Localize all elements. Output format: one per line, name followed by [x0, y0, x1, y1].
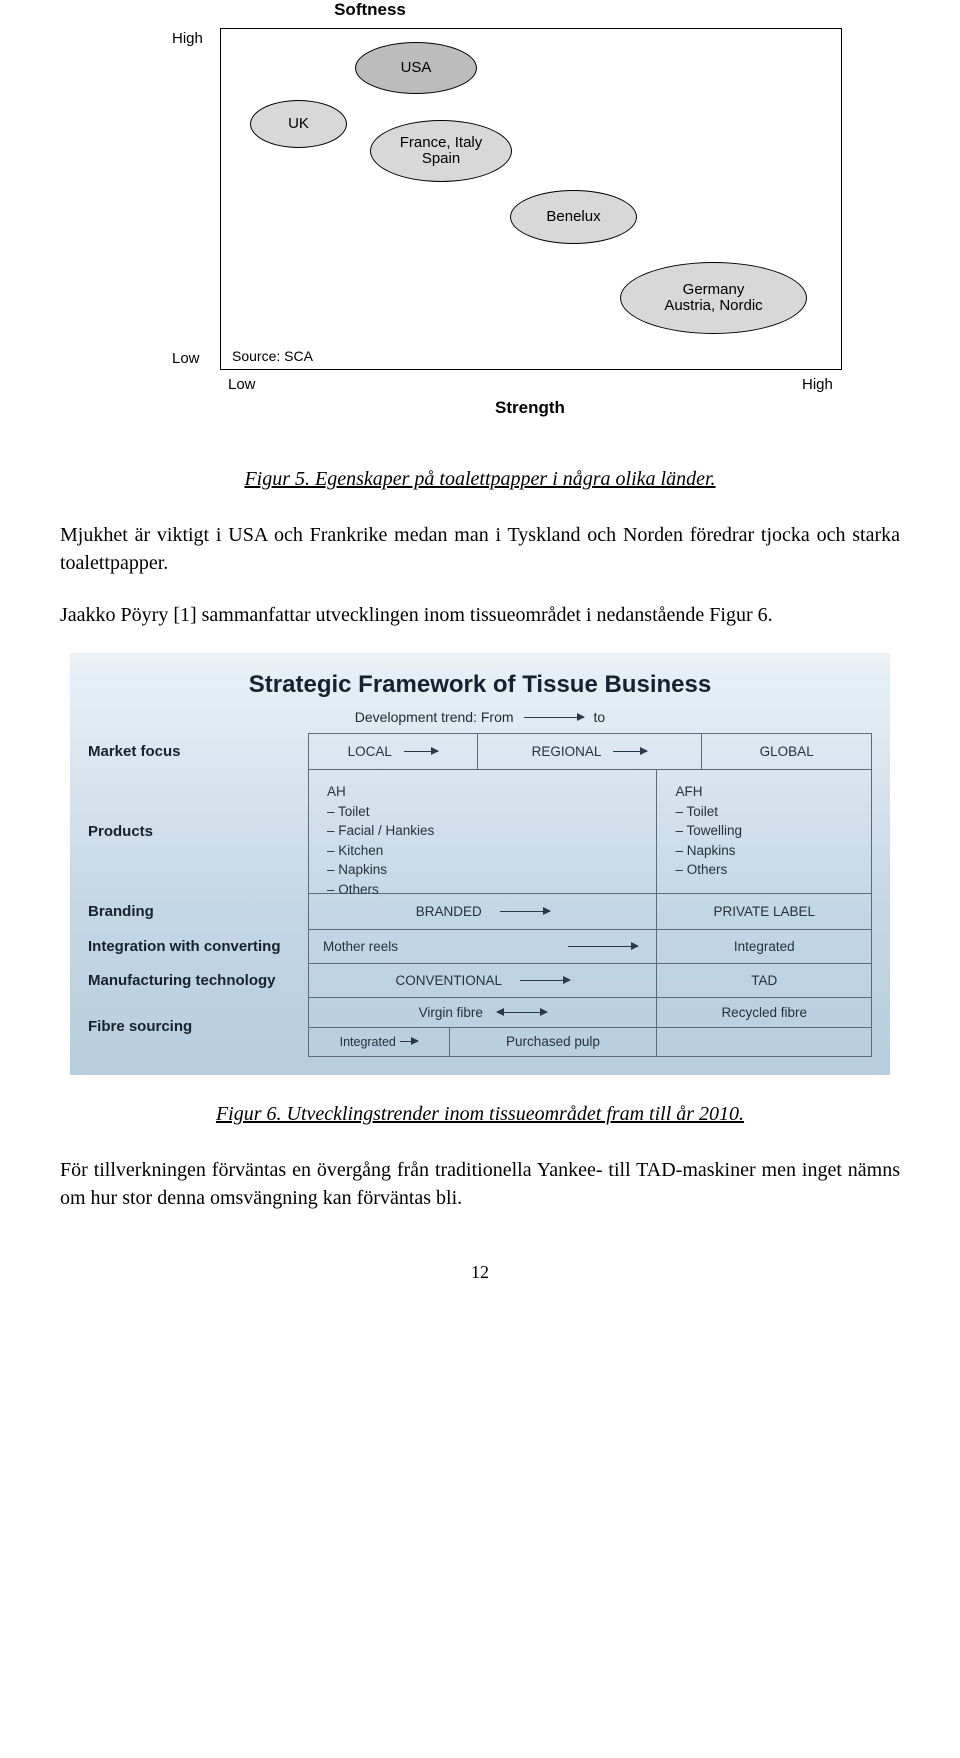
- fig6-label-integration: Integration with converting: [88, 929, 298, 963]
- fig6-integration-integrated: Integrated: [734, 939, 795, 954]
- fig6-row-labels: Market focus Products Branding Integrati…: [88, 733, 298, 1057]
- fig6-ah-item: Napkins: [327, 860, 638, 880]
- fig5-scatter: Softness High Low USA UK France, Italy S…: [110, 0, 850, 440]
- fig6-dev-from: Development trend: From: [355, 709, 514, 725]
- fig6-ah-head: AH: [327, 782, 638, 802]
- fig6-ah-item: Facial / Hankies: [327, 821, 638, 841]
- fig6-title: Strategic Framework of Tissue Business: [88, 671, 872, 699]
- arrow-icon: [404, 751, 438, 752]
- fig5-bubble-label: USA: [401, 60, 432, 77]
- arrow-icon: [500, 911, 550, 912]
- page-number: 12: [60, 1262, 900, 1283]
- fig5-bubble-usa: USA: [355, 42, 477, 94]
- double-arrow-icon: [497, 1012, 547, 1013]
- fig6-products-afh: AFH Toilet Towelling Napkins Others: [665, 776, 863, 886]
- fig5-bubble-label: Benelux: [546, 209, 600, 226]
- fig5-source: Source: SCA: [232, 348, 313, 364]
- arrow-icon: [400, 1041, 418, 1042]
- fig6-caption: Figur 6. Utvecklingstrender inom tissueo…: [60, 1103, 900, 1126]
- fig6-afh-item: Napkins: [675, 841, 853, 861]
- fig6-fibre-virgin: Virgin fibre: [419, 1005, 483, 1020]
- fig6-dev-trend: Development trend: From to: [88, 709, 872, 725]
- fig6-label-branding: Branding: [88, 893, 298, 929]
- fig5-x-high: High: [802, 376, 833, 393]
- fig6-label-products: Products: [88, 769, 298, 893]
- fig6-market-global: GLOBAL: [760, 744, 814, 759]
- fig6-ah-item: Toilet: [327, 802, 638, 822]
- fig6-dev-to: to: [594, 709, 606, 725]
- fig6-afh-item: Towelling: [675, 821, 853, 841]
- fig6-afh-item: Toilet: [675, 802, 853, 822]
- fig6-market-regional: REGIONAL: [532, 744, 602, 759]
- fig6-products-ah: AH Toilet Facial / Hankies Kitchen Napki…: [317, 776, 648, 905]
- fig6-fibre-integrated: Integrated: [340, 1035, 396, 1049]
- fig6-label-fibre: Fibre sourcing: [88, 997, 298, 1055]
- fig6-branding-private: PRIVATE LABEL: [713, 904, 815, 919]
- paragraph-2: Jaakko Pöyry [1] sammanfattar utveckling…: [60, 601, 900, 629]
- fig6-mfg-conventional: CONVENTIONAL: [395, 973, 502, 988]
- fig5-bubble-uk: UK: [250, 100, 347, 148]
- fig5-y-axis-title: Softness: [310, 0, 430, 20]
- arrow-icon: [568, 946, 638, 947]
- arrow-icon: [520, 980, 570, 981]
- fig6-grid: LOCAL REGIONAL GLOBAL: [308, 733, 872, 1057]
- fig6-fibre-purchased: Purchased pulp: [506, 1034, 600, 1049]
- fig6-card: Strategic Framework of Tissue Business D…: [70, 653, 890, 1075]
- fig5-x-axis-title: Strength: [460, 398, 600, 418]
- arrow-icon: [524, 717, 584, 718]
- arrow-icon: [613, 751, 647, 752]
- fig6-label-market: Market focus: [88, 733, 298, 769]
- fig5-caption: Figur 5. Egenskaper på toalettpapper i n…: [60, 468, 900, 491]
- fig5-x-low: Low: [228, 376, 256, 393]
- fig6-fibre-recycled: Recycled fibre: [721, 1005, 807, 1020]
- fig6-afh-item: Others: [675, 860, 853, 880]
- fig6-branding-branded: BRANDED: [416, 904, 482, 919]
- fig5-bubble-france-italy-spain: France, Italy Spain: [370, 120, 512, 182]
- fig5-bubble-label: Germany Austria, Nordic: [664, 282, 762, 315]
- fig5-y-high: High: [172, 30, 203, 47]
- fig5-y-low: Low: [172, 350, 200, 367]
- fig5-bubble-label: UK: [288, 116, 309, 133]
- fig6-mfg-tad: TAD: [751, 973, 777, 988]
- paragraph-3: För tillverkningen förväntas en övergång…: [60, 1156, 900, 1212]
- fig6-market-local: LOCAL: [348, 744, 392, 759]
- fig6-ah-item: Kitchen: [327, 841, 638, 861]
- fig5-bubble-label: France, Italy Spain: [400, 135, 483, 168]
- fig5-bubble-germany-austria-nordic: Germany Austria, Nordic: [620, 262, 807, 334]
- fig6-integration-mother: Mother reels: [323, 939, 398, 954]
- fig5-bubble-benelux: Benelux: [510, 190, 637, 244]
- paragraph-1: Mjukhet är viktigt i USA och Frankrike m…: [60, 521, 900, 577]
- fig6-label-manufacturing: Manufacturing technology: [88, 963, 298, 997]
- fig6-afh-head: AFH: [675, 782, 853, 802]
